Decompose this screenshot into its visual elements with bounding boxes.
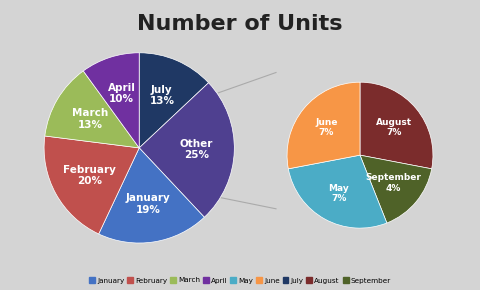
Wedge shape (45, 71, 139, 148)
Text: February
20%: February 20% (63, 165, 116, 186)
Wedge shape (99, 148, 204, 243)
Text: March
13%: March 13% (72, 108, 108, 130)
Wedge shape (139, 83, 234, 217)
Wedge shape (139, 53, 208, 148)
Text: April
10%: April 10% (108, 83, 135, 104)
Wedge shape (360, 82, 433, 169)
Text: August
7%: August 7% (376, 117, 412, 137)
Text: June
7%: June 7% (315, 117, 337, 137)
Wedge shape (44, 136, 139, 234)
Text: January
19%: January 19% (126, 193, 170, 215)
Text: Number of Units: Number of Units (137, 14, 343, 35)
Wedge shape (287, 82, 360, 169)
Wedge shape (288, 155, 387, 228)
Text: September
4%: September 4% (366, 173, 421, 193)
Legend: January, February, March, April, May, June, July, August, September: January, February, March, April, May, Ju… (86, 274, 394, 287)
Text: July
13%: July 13% (149, 85, 174, 106)
Wedge shape (360, 155, 432, 223)
Text: Other
25%: Other 25% (180, 139, 213, 160)
Wedge shape (84, 53, 139, 148)
Text: May
7%: May 7% (328, 184, 349, 203)
